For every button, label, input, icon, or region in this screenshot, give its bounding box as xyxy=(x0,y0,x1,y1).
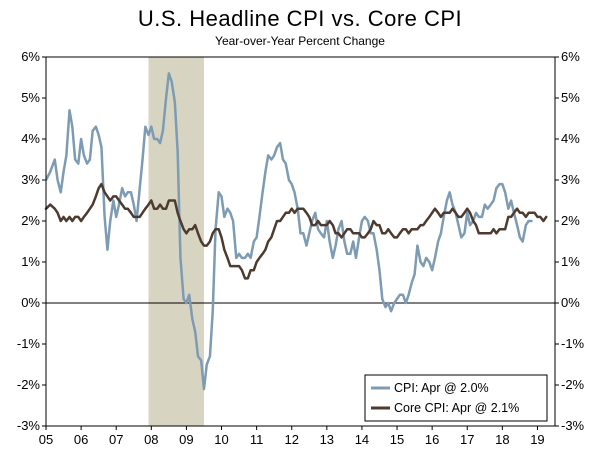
x-tick-label: 16 xyxy=(425,432,439,447)
y-tick-label-right: 5% xyxy=(561,90,580,105)
y-tick-label-right: 0% xyxy=(561,295,580,310)
y-tick-label-right: 2% xyxy=(561,213,580,228)
series-line-cpi xyxy=(44,72,533,391)
plot-frame xyxy=(45,56,556,427)
x-tick-label: 11 xyxy=(250,432,264,447)
y-tick-label-left: -3% xyxy=(17,418,41,433)
x-tick-label: 07 xyxy=(109,432,123,447)
y-tick-label-left: -1% xyxy=(17,336,41,351)
y-tick-label-left: 5% xyxy=(21,90,40,105)
y-tick-label-right: 1% xyxy=(561,254,580,269)
x-tick-label: 15 xyxy=(390,432,404,447)
legend-label-core-cpi: Core CPI: Apr @ 2.1% xyxy=(394,401,519,415)
left-y-axis: 6% 5% 4% 3% 2% 1% 0% -1% -2% -3% xyxy=(17,49,46,433)
x-axis: 05 06 07 08 09 10 11 12 13 14 15 16 17 18 19 xyxy=(39,426,545,447)
x-tick-label: 06 xyxy=(74,432,88,447)
y-tick-label-left: 6% xyxy=(21,49,40,64)
x-tick-label: 19 xyxy=(530,432,544,447)
chart-subtitle: Year-over-Year Percent Change xyxy=(215,34,385,48)
y-tick-label-left: 3% xyxy=(21,172,40,187)
x-tick-label: 14 xyxy=(355,432,369,447)
y-tick-label-left: 0% xyxy=(21,295,40,310)
x-tick-label: 05 xyxy=(39,432,53,447)
series-line-core-cpi xyxy=(44,182,548,280)
y-tick-label-left: 1% xyxy=(21,254,40,269)
y-tick-label-right: -3% xyxy=(561,418,585,433)
legend: CPI: Apr @ 2.0% Core CPI: Apr @ 2.1% xyxy=(364,374,548,422)
right-y-axis: 6% 5% 4% 3% 2% 1% 0% -1% -2% -3% xyxy=(555,49,585,433)
x-tick-label: 08 xyxy=(144,432,158,447)
y-tick-label-left: 4% xyxy=(21,131,40,146)
series-layer xyxy=(44,72,548,391)
legend-box xyxy=(364,374,548,422)
y-tick-label-right: 4% xyxy=(561,131,580,146)
y-tick-label-right: -1% xyxy=(561,336,585,351)
legend-label-cpi: CPI: Apr @ 2.0% xyxy=(394,381,489,395)
y-tick-label-right: 6% xyxy=(561,49,580,64)
x-tick-label: 12 xyxy=(284,432,298,447)
y-tick-label-right: 3% xyxy=(561,172,580,187)
y-tick-label-left: 2% xyxy=(21,213,40,228)
x-tick-label: 18 xyxy=(495,432,509,447)
y-tick-label-left: -2% xyxy=(17,377,41,392)
chart-title: U.S. Headline CPI vs. Core CPI xyxy=(137,6,463,31)
x-tick-label: 13 xyxy=(320,432,334,447)
x-tick-label: 09 xyxy=(179,432,193,447)
x-tick-label: 10 xyxy=(214,432,228,447)
x-tick-label: 17 xyxy=(460,432,474,447)
y-tick-label-right: -2% xyxy=(561,377,585,392)
